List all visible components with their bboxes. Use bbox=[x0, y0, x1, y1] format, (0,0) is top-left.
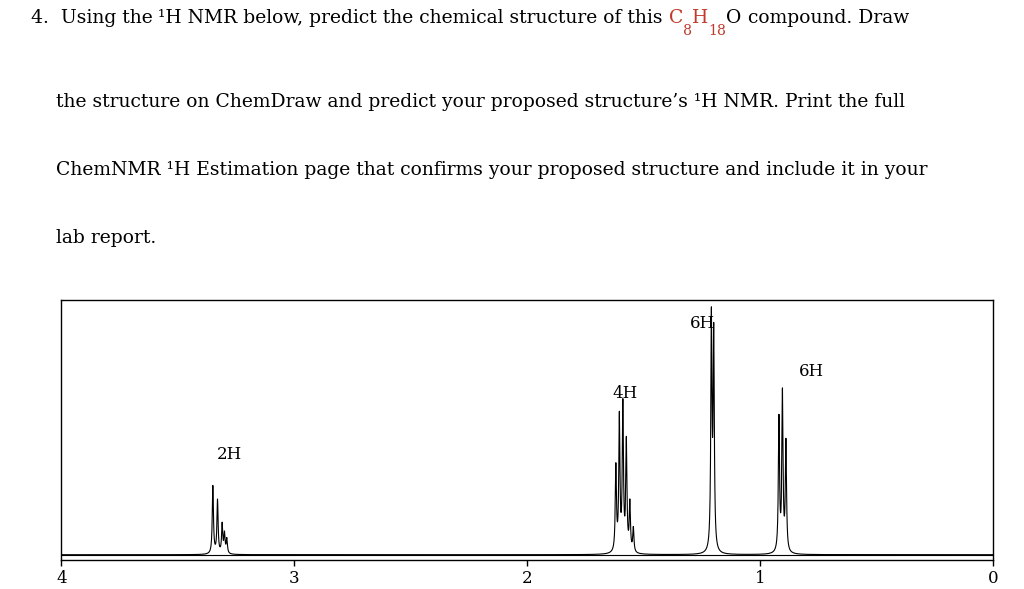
Text: ¹H NMR below, predict the chemical structure of this: ¹H NMR below, predict the chemical struc… bbox=[159, 9, 669, 27]
Text: compound. Draw: compound. Draw bbox=[741, 9, 909, 27]
Text: 6H: 6H bbox=[689, 315, 715, 332]
Text: lab report.: lab report. bbox=[56, 229, 157, 247]
Text: 4.  Using the: 4. Using the bbox=[31, 9, 159, 27]
Text: the structure on ChemDraw and predict your proposed structure’s ¹H NMR. Print th: the structure on ChemDraw and predict yo… bbox=[56, 94, 905, 111]
Text: C: C bbox=[669, 9, 683, 27]
Text: ChemNMR ¹H Estimation page that confirms your proposed structure and include it : ChemNMR ¹H Estimation page that confirms… bbox=[56, 161, 928, 179]
Text: H: H bbox=[692, 9, 709, 27]
Text: 2H: 2H bbox=[216, 446, 242, 463]
Text: O: O bbox=[726, 9, 741, 27]
Text: 8: 8 bbox=[683, 24, 692, 38]
Text: 4H: 4H bbox=[612, 385, 638, 402]
Text: 18: 18 bbox=[709, 24, 726, 38]
Text: 6H: 6H bbox=[799, 363, 824, 380]
